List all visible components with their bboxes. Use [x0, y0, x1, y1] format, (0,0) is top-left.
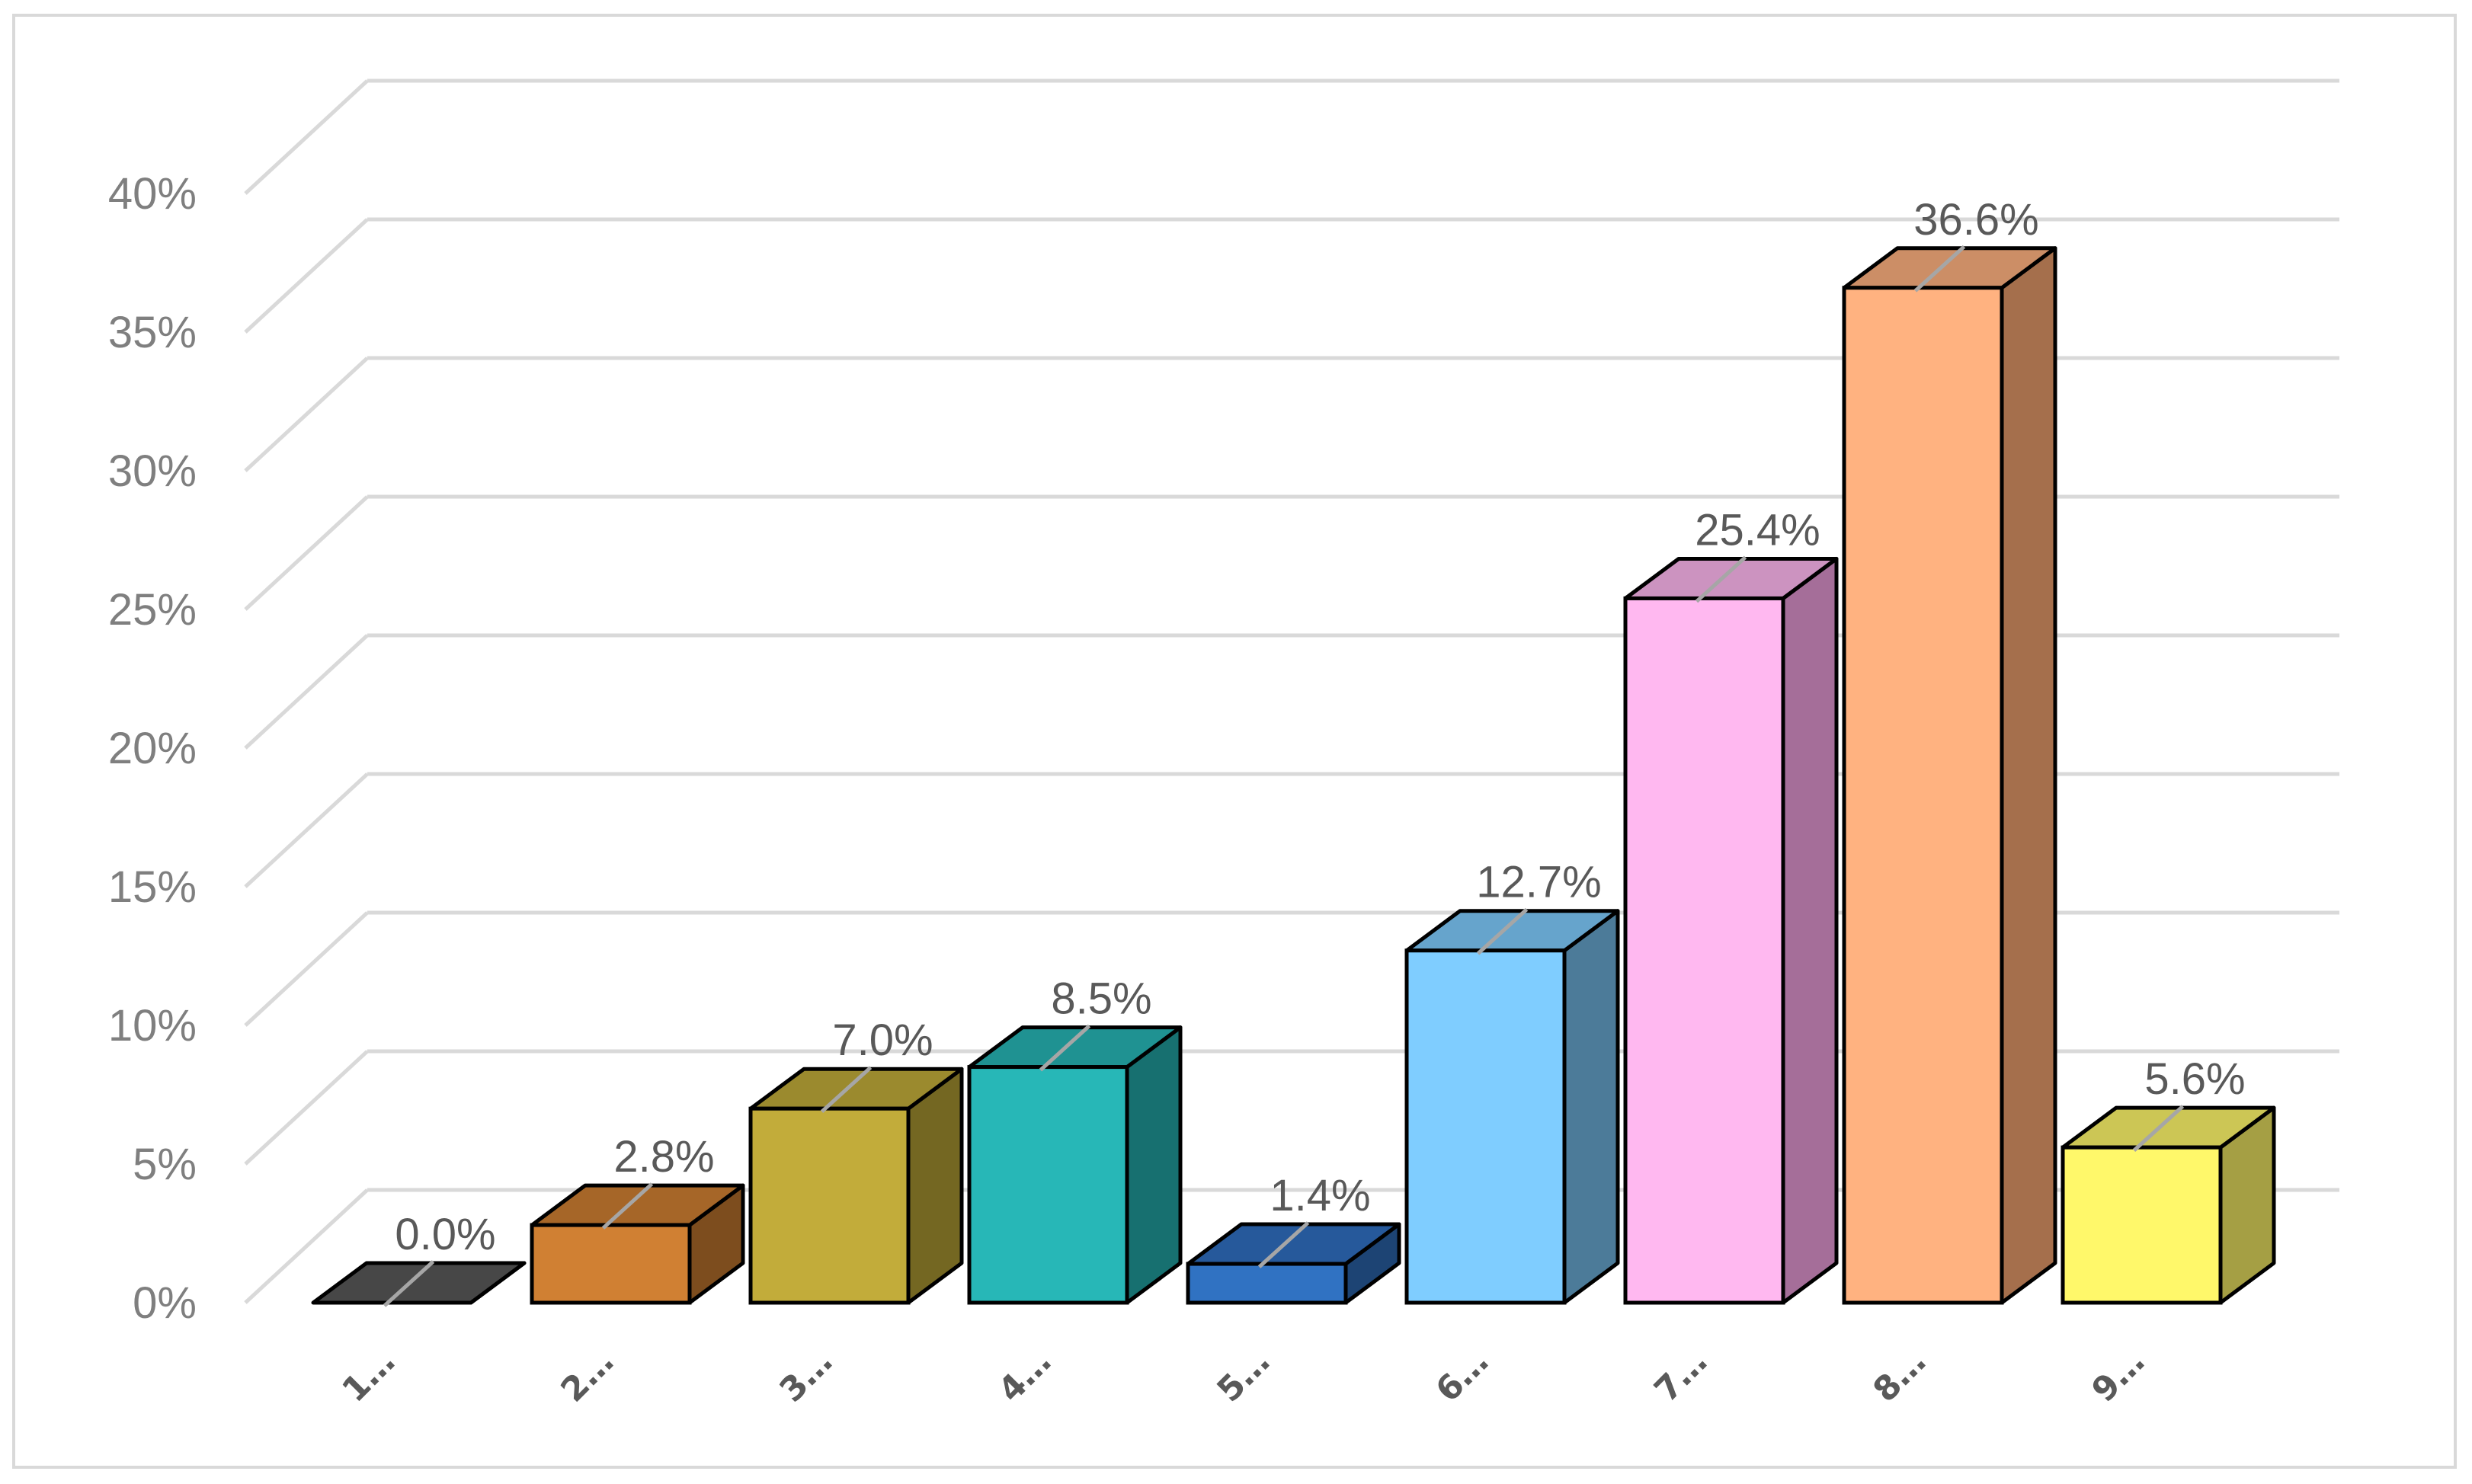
bar-side — [1562, 909, 1620, 1305]
gridline-side — [244, 357, 369, 472]
gridline-side — [244, 772, 369, 888]
bar-top — [311, 1261, 527, 1305]
data-label-leader — [2132, 1105, 2185, 1153]
category-label: 2… — [553, 1342, 621, 1410]
category-label: 7… — [1647, 1342, 1715, 1410]
gridline-side — [244, 495, 369, 611]
data-labels: 0.0% 2.8% 7.0% 8.5% 1.4% 12.7% 25.4% 36.6% 5.6% — [395, 195, 2245, 1259]
y-tick-label: 20% — [108, 724, 197, 773]
data-label: 25.4% — [1695, 505, 1820, 555]
y-tick-label: 40% — [108, 169, 197, 219]
data-label-leader — [1913, 245, 1966, 293]
bar-front — [1842, 286, 2004, 1305]
bar — [530, 1183, 745, 1305]
y-tick-label: 25% — [108, 585, 197, 635]
bar-side — [2000, 246, 2057, 1305]
bar — [1842, 246, 2057, 1305]
category-label: 6… — [1428, 1342, 1496, 1410]
data-label: 8.5% — [1051, 974, 1151, 1024]
y-axis-tick-labels: 0% 5% 10% 15% 20% 25% 30% 35% 40% — [108, 169, 197, 1328]
data-label-leader — [1695, 555, 1747, 603]
data-label-leader — [1039, 1024, 1091, 1072]
category-label: 8… — [1865, 1342, 1933, 1410]
data-label-leader — [1257, 1221, 1310, 1268]
bar-front — [748, 1106, 911, 1305]
y-tick-label: 10% — [108, 1001, 197, 1051]
bar-front — [530, 1223, 692, 1305]
y-tick-label: 15% — [108, 862, 197, 912]
category-label: 9… — [2084, 1342, 2152, 1410]
data-label: 12.7% — [1476, 858, 1601, 907]
data-label-leader — [383, 1260, 435, 1307]
gridline-side — [244, 218, 369, 334]
gridline-side — [244, 911, 369, 1027]
gridline-side — [244, 634, 369, 750]
data-label: 36.6% — [1913, 195, 2038, 245]
data-label-leader — [820, 1066, 873, 1114]
bar — [2061, 1105, 2276, 1305]
category-label: 3… — [772, 1342, 840, 1410]
data-label: 0.0% — [395, 1210, 495, 1259]
y-tick-label: 0% — [133, 1278, 197, 1328]
category-label: 5… — [1209, 1342, 1277, 1410]
bar-front — [967, 1065, 1129, 1305]
data-label: 1.4% — [1270, 1171, 1370, 1220]
bar-side — [1125, 1025, 1183, 1305]
gridline-side — [244, 1188, 369, 1304]
bar — [967, 1025, 1183, 1305]
data-label: 2.8% — [613, 1132, 714, 1182]
data-label-leaders — [383, 245, 2185, 1307]
y-tick-label: 35% — [108, 308, 197, 357]
bar-front — [1186, 1262, 1348, 1305]
category-labels: 1… 2… 3… 4… 5… 6… 7… 8… 9… — [335, 1342, 2152, 1410]
bar — [311, 1261, 527, 1305]
data-label-leader — [601, 1182, 654, 1230]
bar-side — [1781, 556, 1839, 1305]
bar-front — [1404, 948, 1567, 1305]
category-label: 4… — [991, 1342, 1058, 1410]
data-label: 5.6% — [2144, 1054, 2245, 1104]
bar — [748, 1067, 964, 1305]
data-label: 7.0% — [832, 1015, 933, 1065]
gridline-side — [244, 79, 369, 195]
bars — [311, 246, 2276, 1305]
y-tick-label: 5% — [133, 1140, 197, 1189]
bar — [1404, 909, 1620, 1305]
bar — [1186, 1222, 1401, 1305]
bar-front — [2061, 1145, 2223, 1305]
bar — [1623, 556, 1839, 1305]
category-label: 1… — [335, 1342, 402, 1410]
y-tick-label: 30% — [108, 446, 197, 496]
bar-front — [1623, 596, 1785, 1305]
data-label-leader — [1476, 907, 1529, 955]
gridline-side — [244, 1050, 369, 1166]
